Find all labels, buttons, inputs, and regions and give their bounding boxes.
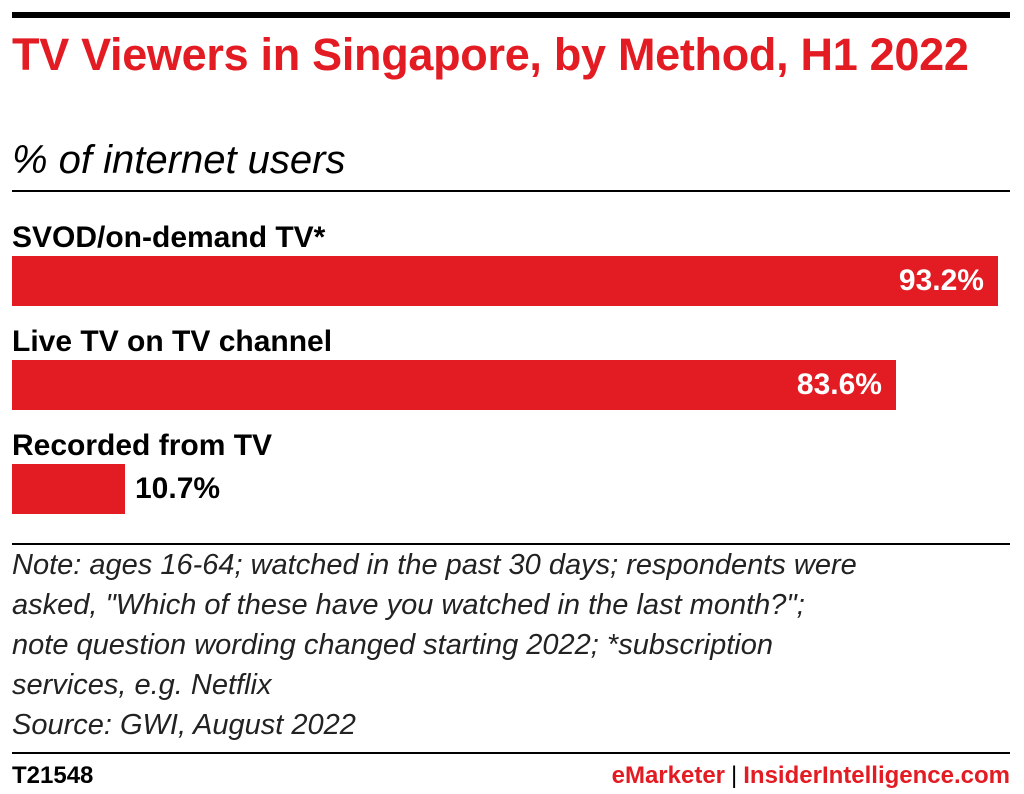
- top-rule: [12, 12, 1010, 18]
- category-label: Recorded from TV: [12, 429, 273, 462]
- bar: [12, 256, 998, 306]
- note-line: note question wording changed starting 2…: [12, 629, 773, 661]
- chart-subtitle: % of internet users: [12, 138, 346, 182]
- bar: [12, 464, 125, 514]
- chart-id: T21548: [12, 762, 94, 789]
- source-line: Source: GWI, August 2022: [12, 709, 356, 741]
- note-divider: [12, 543, 1010, 545]
- bar: [12, 360, 896, 410]
- brand-emarketer: eMarketer: [611, 762, 726, 789]
- brand-insiderintelligence: InsiderIntelligence.com: [743, 762, 1010, 789]
- value-label: 93.2%: [898, 264, 984, 297]
- note-line: Note: ages 16-64; watched in the past 30…: [12, 549, 857, 581]
- chart-note: Note: ages 16-64; watched in the past 30…: [12, 545, 1012, 745]
- category-label: SVOD/on-demand TV*: [12, 221, 326, 254]
- note-line: services, e.g. Netflix: [12, 669, 272, 701]
- value-label: 10.7%: [135, 472, 221, 505]
- footer-divider: [12, 752, 1010, 754]
- value-label: 83.6%: [796, 368, 882, 401]
- footer-credits: eMarketer | InsiderIntelligence.com: [612, 762, 1010, 790]
- bar-chart: SVOD/on-demand TV* 93.2% Live TV on TV cha…: [0, 200, 1024, 540]
- brand-separator: |: [731, 762, 738, 789]
- category-label: Live TV on TV channel: [12, 325, 333, 358]
- chart-title: TV Viewers in Singapore, by Method, H1 2…: [12, 29, 969, 80]
- header-divider: [12, 190, 1010, 192]
- note-line: asked, "Which of these have you watched …: [12, 589, 805, 621]
